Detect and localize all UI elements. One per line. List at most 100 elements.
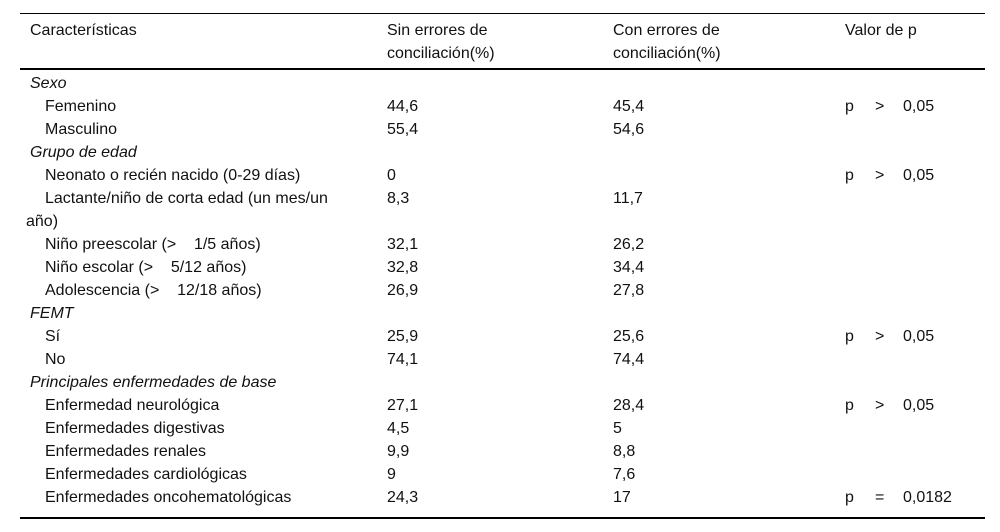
characteristic-cell: Femenino	[20, 95, 387, 118]
table-row: Lactante/niño de corta edad (un mes/un a…	[20, 187, 985, 233]
table-row: Enfermedades digestivas 4,5 5	[20, 417, 985, 440]
sin-errores-value: 26,9	[387, 282, 419, 299]
sin-errores-value: 25,9	[387, 328, 419, 345]
con-errores-value: 34,4	[613, 259, 645, 276]
p-value-cell	[845, 371, 985, 394]
row-label: Lactante/niño de corta edad (un mes/un a…	[26, 190, 328, 230]
table-body: Sexo Femenino 44,6 45,4 p >0,05 Masculino…	[20, 69, 985, 518]
p-value-cell	[845, 279, 985, 302]
table-row: Enfermedades renales 9,9 8,8	[20, 440, 985, 463]
table-row: No 74,1 74,4	[20, 348, 985, 371]
p-symbol: p	[845, 328, 854, 345]
characteristic-cell: Principales enfermedades de base	[20, 371, 387, 394]
con-errores-value: 11,7	[613, 190, 643, 207]
table-row: Neonato o recién nacido (0-29 días) 0 p >…	[20, 164, 985, 187]
p-operator: >	[875, 167, 885, 184]
p-value-cell: p >0,05	[845, 394, 985, 417]
paper-page: Características Sin errores de conciliac…	[20, 13, 985, 519]
row-label: Niño escolar (> 5/12 años)	[45, 259, 247, 276]
sin-errores-value: 32,1	[387, 236, 419, 253]
p-number: 0,05	[903, 328, 935, 345]
p-value-cell	[845, 440, 985, 463]
characteristic-cell: Enfermedad neurológica	[20, 394, 387, 417]
con-errores-value	[613, 69, 845, 95]
sin-errores-value: 44,6	[387, 98, 419, 115]
table-header-row: Características Sin errores de conciliac…	[20, 13, 985, 70]
sin-errores-value: 32,8	[387, 259, 419, 276]
p-value-cell	[845, 417, 985, 440]
column-header-caracteristicas: Características	[20, 13, 387, 70]
table-row: FEMT	[20, 302, 985, 325]
sin-errores-value: 4,5	[387, 420, 410, 437]
p-value-cell	[845, 187, 985, 233]
characteristic-cell: Adolescencia (> 12/18 años)	[20, 279, 387, 302]
row-label: Sí	[45, 328, 61, 345]
characteristic-cell: No	[20, 348, 387, 371]
table-header: Características Sin errores de conciliac…	[20, 13, 985, 70]
p-value-cell	[845, 302, 985, 325]
con-errores-value: 26,2	[613, 236, 645, 253]
sin-errores-value	[387, 302, 613, 325]
characteristic-cell: Grupo de edad	[20, 141, 387, 164]
con-errores-value: 45,4	[613, 98, 645, 115]
p-symbol: p	[845, 489, 854, 506]
table-row: Principales enfermedades de base	[20, 371, 985, 394]
row-label: Sexo	[30, 75, 67, 92]
table-row: Femenino 44,6 45,4 p >0,05	[20, 95, 985, 118]
characteristic-cell: Sí	[20, 325, 387, 348]
p-value-cell	[845, 141, 985, 164]
row-label: Neonato o recién nacido (0-29 días)	[45, 167, 301, 184]
characteristic-cell: Niño escolar (> 5/12 años)	[20, 256, 387, 279]
p-number: 0,0182	[903, 489, 952, 506]
row-label: Grupo de edad	[30, 144, 137, 161]
p-operator: >	[875, 98, 885, 115]
con-errores-value: 54,6	[613, 121, 645, 138]
p-operator: =	[875, 489, 885, 506]
row-label: Enfermedades cardiológicas	[45, 466, 247, 483]
p-operator: >	[875, 328, 885, 345]
sin-errores-value	[387, 69, 613, 95]
table-row: Niño preescolar (> 1/5 años) 32,1 26,2	[20, 233, 985, 256]
characteristics-table: Características Sin errores de conciliac…	[20, 13, 985, 519]
p-value-cell	[845, 256, 985, 279]
characteristic-cell: Neonato o recién nacido (0-29 días)	[20, 164, 387, 187]
p-value-cell: p >0,05	[845, 325, 985, 348]
con-errores-value	[613, 141, 845, 164]
con-errores-value	[613, 164, 845, 187]
sin-errores-value: 27,1	[387, 397, 419, 414]
characteristic-cell: Sexo	[20, 69, 387, 95]
row-label: FEMT	[30, 305, 74, 322]
sin-errores-value	[387, 371, 613, 394]
characteristic-cell: Masculino	[20, 118, 387, 141]
sin-errores-value: 9,9	[387, 443, 410, 460]
p-number: 0,05	[903, 98, 935, 115]
column-header-con-errores: Con errores de conciliación(%)	[613, 13, 845, 70]
sin-errores-value: 0	[387, 167, 396, 184]
characteristic-cell: Niño preescolar (> 1/5 años)	[20, 233, 387, 256]
row-label: Enfermedad neurológica	[45, 397, 220, 414]
column-header-valor-de-p: Valor de p	[845, 13, 985, 70]
p-number: 0,05	[903, 167, 935, 184]
p-value-cell	[845, 118, 985, 141]
con-errores-value: 27,8	[613, 282, 645, 299]
p-symbol: p	[845, 98, 854, 115]
sin-errores-value: 55,4	[387, 121, 419, 138]
p-operator: >	[875, 397, 885, 414]
p-value-cell	[845, 463, 985, 486]
sin-errores-value: 9	[387, 466, 396, 483]
con-errores-value: 7,6	[613, 466, 636, 483]
row-label: Adolescencia (> 12/18 años)	[45, 282, 262, 299]
row-label: Masculino	[45, 121, 118, 138]
characteristic-cell: Enfermedades cardiológicas	[20, 463, 387, 486]
table-row: Sexo	[20, 69, 985, 95]
row-label: Enfermedades renales	[45, 443, 206, 460]
p-symbol: p	[845, 397, 854, 414]
p-value-cell: p >0,05	[845, 95, 985, 118]
characteristic-cell: Lactante/niño de corta edad (un mes/un a…	[20, 187, 387, 233]
con-errores-value	[613, 371, 845, 394]
p-value-cell: p = 0,0182	[845, 486, 985, 518]
p-value-cell	[845, 348, 985, 371]
p-value-cell: p >0,05	[845, 164, 985, 187]
p-symbol: p	[845, 167, 854, 184]
characteristic-cell: Enfermedades oncohematológicas	[20, 486, 387, 518]
